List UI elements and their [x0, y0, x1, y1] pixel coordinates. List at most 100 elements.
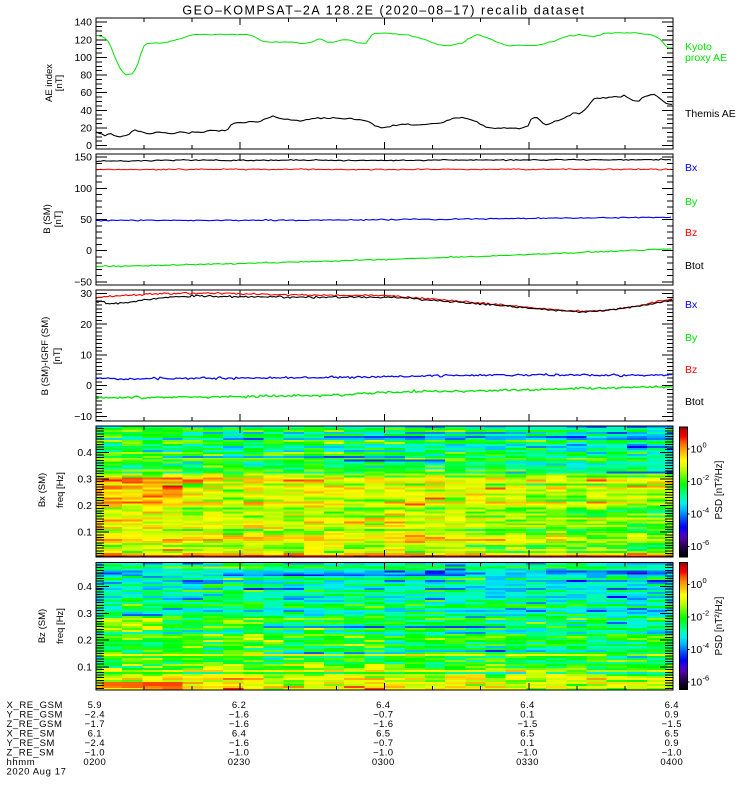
svg-text:-6: -6: [703, 538, 710, 547]
svg-text:0: 0: [703, 576, 707, 585]
svg-text:−1.5: −1.5: [517, 719, 537, 730]
svg-text:10: 10: [691, 444, 703, 456]
svg-text:0300: 0300: [372, 757, 395, 768]
svg-text:By: By: [685, 196, 698, 208]
svg-text:20: 20: [80, 123, 92, 135]
svg-text:AE index: AE index: [44, 64, 55, 102]
svg-text:20: 20: [80, 319, 92, 331]
svg-text:6.5: 6.5: [665, 729, 679, 740]
svg-text:0.3: 0.3: [77, 474, 92, 486]
svg-text:−1.0: −1.0: [662, 748, 682, 759]
svg-text:−1.6: −1.6: [229, 709, 249, 720]
svg-text:PSD [nT²/Hz]: PSD [nT²/Hz]: [714, 596, 725, 655]
svg-text:−0.7: −0.7: [373, 738, 393, 749]
svg-text:Z_RE_GSM: Z_RE_GSM: [7, 719, 63, 730]
svg-text:0.1: 0.1: [520, 709, 534, 720]
svg-text:100: 100: [74, 52, 92, 64]
svg-text:0.1: 0.1: [77, 661, 92, 673]
svg-text:2020 Aug 17: 2020 Aug 17: [7, 767, 67, 778]
svg-text:Bz: Bz: [685, 364, 697, 376]
svg-text:10: 10: [691, 644, 703, 656]
svg-text:10: 10: [691, 677, 703, 689]
svg-text:0230: 0230: [228, 757, 251, 768]
svg-text:80: 80: [80, 70, 92, 82]
svg-text:Y_RE_GSM: Y_RE_GSM: [7, 709, 64, 720]
svg-text:6.4: 6.4: [665, 700, 679, 711]
svg-text:10: 10: [691, 579, 703, 591]
svg-text:freq [Hz]: freq [Hz]: [55, 608, 66, 644]
svg-text:B (SM)-IGRF (SM): B (SM)-IGRF (SM): [40, 317, 51, 396]
svg-text:PSD [nT²/Hz]: PSD [nT²/Hz]: [714, 460, 725, 519]
svg-text:−1.6: −1.6: [229, 738, 249, 749]
svg-text:−2.4: −2.4: [85, 738, 105, 749]
svg-text:6.4: 6.4: [232, 729, 246, 740]
svg-text:0.4: 0.4: [77, 581, 92, 593]
svg-text:-4: -4: [703, 506, 710, 515]
svg-text:−1.6: −1.6: [229, 719, 249, 730]
svg-text:−10: −10: [74, 411, 92, 423]
svg-text:-2: -2: [703, 473, 710, 482]
svg-text:By: By: [685, 332, 698, 344]
svg-text:[nT]: [nT]: [54, 75, 65, 91]
svg-text:−1.5: −1.5: [662, 719, 682, 730]
svg-text:Kyoto: Kyoto: [685, 41, 712, 53]
svg-text:6.2: 6.2: [232, 700, 246, 711]
svg-text:6.5: 6.5: [376, 729, 390, 740]
svg-text:120: 120: [74, 34, 92, 46]
svg-text:0.1: 0.1: [77, 527, 92, 539]
svg-text:−1.0: −1.0: [85, 748, 105, 759]
svg-text:Z_RE_SM: Z_RE_SM: [7, 748, 55, 759]
svg-text:0: 0: [86, 140, 92, 152]
svg-text:Btot: Btot: [685, 396, 704, 408]
svg-text:10: 10: [80, 350, 92, 362]
svg-text:Bx: Bx: [685, 299, 698, 311]
svg-text:−1.0: −1.0: [229, 748, 249, 759]
svg-text:0400: 0400: [660, 757, 683, 768]
svg-text:Bx (SM): Bx (SM): [37, 473, 48, 507]
svg-text:0: 0: [703, 441, 707, 450]
svg-text:-4: -4: [703, 641, 710, 650]
svg-text:150: 150: [74, 152, 92, 164]
svg-text:−1.0: −1.0: [373, 748, 393, 759]
svg-text:B (SM): B (SM): [42, 204, 53, 234]
svg-text:X_RE_SM: X_RE_SM: [7, 729, 56, 740]
svg-text:0: 0: [86, 245, 92, 257]
svg-text:0.2: 0.2: [77, 635, 92, 647]
svg-text:−2.4: −2.4: [85, 709, 105, 720]
svg-text:−50: −50: [74, 276, 92, 288]
svg-text:−1.6: −1.6: [373, 719, 393, 730]
svg-text:10: 10: [691, 541, 703, 553]
svg-text:Btot: Btot: [685, 260, 704, 272]
svg-text:0.2: 0.2: [77, 500, 92, 512]
svg-text:0.3: 0.3: [77, 608, 92, 620]
svg-text:0200: 0200: [83, 757, 106, 768]
svg-text:-6: -6: [703, 674, 710, 683]
svg-text:50: 50: [80, 214, 92, 226]
svg-text:Bz: Bz: [685, 227, 697, 239]
svg-text:hhmm: hhmm: [7, 757, 36, 768]
svg-text:Themis AE: Themis AE: [685, 108, 736, 120]
svg-text:6.4: 6.4: [376, 700, 390, 711]
svg-text:Bz (SM): Bz (SM): [37, 609, 48, 643]
svg-text:Bx: Bx: [685, 162, 698, 174]
svg-text:−0.7: −0.7: [373, 709, 393, 720]
svg-text:140: 140: [74, 17, 92, 29]
svg-text:-2: -2: [703, 609, 710, 618]
svg-text:X_RE_GSM: X_RE_GSM: [7, 700, 64, 711]
svg-text:0.9: 0.9: [665, 709, 679, 720]
svg-text:5.9: 5.9: [88, 700, 102, 711]
svg-text:−1.0: −1.0: [517, 748, 537, 759]
svg-text:6.4: 6.4: [520, 700, 534, 711]
svg-text:0: 0: [86, 380, 92, 392]
svg-text:10: 10: [691, 612, 703, 624]
svg-text:40: 40: [80, 105, 92, 117]
svg-text:60: 60: [80, 87, 92, 99]
svg-text:0330: 0330: [516, 757, 539, 768]
svg-text:6.1: 6.1: [88, 729, 102, 740]
svg-text:30: 30: [80, 288, 92, 300]
svg-text:−1.7: −1.7: [85, 719, 105, 730]
svg-text:[nT]: [nT]: [52, 348, 63, 364]
svg-text:0.1: 0.1: [520, 738, 534, 749]
svg-text:Y_RE_SM: Y_RE_SM: [7, 738, 56, 749]
svg-text:GEO–KOMPSAT–2A 128.2E (2020–08: GEO–KOMPSAT–2A 128.2E (2020–08–17) recal…: [182, 4, 585, 18]
